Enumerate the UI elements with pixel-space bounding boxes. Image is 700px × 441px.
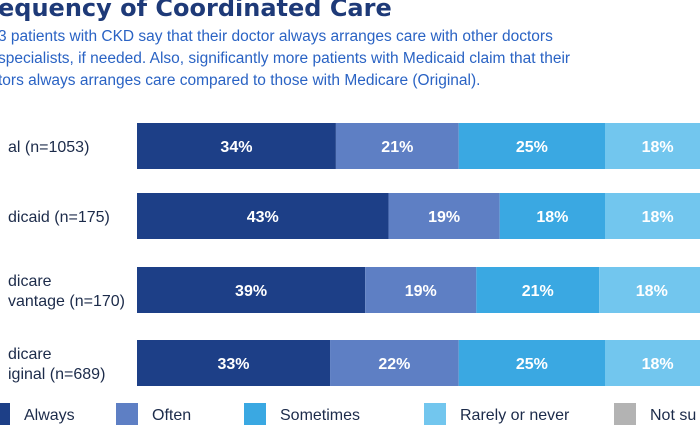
subtitle-line-1: 3 patients with CKD say that their docto… — [0, 28, 553, 45]
data-label: 19% — [405, 283, 437, 300]
category-label-line: dicare — [8, 273, 52, 290]
category-label: al (n=1053) — [8, 139, 89, 156]
legend-swatch — [614, 403, 636, 425]
legend-swatch — [0, 403, 10, 425]
bar-segment — [599, 267, 700, 313]
bar-segment — [137, 267, 366, 313]
chart-title: equency of Coordinated Care — [0, 0, 392, 22]
legend-swatch — [424, 403, 446, 425]
bar-segment — [605, 123, 700, 169]
bar-segment — [137, 193, 389, 239]
category-label: dicare vantage (n=170) — [8, 273, 125, 310]
bar-segment — [499, 193, 605, 239]
legend-label: Sometimes — [280, 407, 360, 424]
category-label-line: al (n=1053) — [8, 139, 89, 156]
data-label: 18% — [636, 283, 668, 300]
legend-label: Always — [24, 407, 75, 424]
data-label: 33% — [218, 356, 250, 373]
bar-segment — [476, 267, 600, 313]
data-label: 18% — [642, 356, 674, 373]
data-label: 39% — [235, 283, 267, 300]
bar-segment — [365, 267, 477, 313]
data-label: 18% — [642, 209, 674, 226]
bar-segment — [458, 340, 605, 386]
data-label: 43% — [247, 209, 279, 226]
legend-label: Not su — [650, 407, 696, 424]
legend-label: Often — [152, 407, 191, 424]
legend-swatch — [116, 403, 138, 425]
data-label: 34% — [220, 139, 252, 156]
data-label: 18% — [536, 209, 568, 226]
category-label: dicaid (n=175) — [8, 209, 110, 226]
legend-swatch — [244, 403, 266, 425]
bar-segment — [330, 340, 459, 386]
subtitle-line-2: specialists, if needed. Also, significan… — [0, 50, 571, 67]
bar-segment — [137, 340, 331, 386]
category-label-line: dicaid (n=175) — [8, 209, 110, 226]
bar-segment — [388, 193, 500, 239]
data-label: 25% — [516, 139, 548, 156]
data-label: 21% — [522, 283, 554, 300]
bar-segment — [335, 123, 459, 169]
bar-segment — [137, 123, 336, 169]
bar-segment — [605, 340, 700, 386]
data-label: 22% — [378, 356, 410, 373]
category-label: dicare iginal (n=689) — [8, 346, 105, 383]
legend-label: Rarely or never — [460, 407, 570, 424]
bar-segment — [458, 123, 605, 169]
data-label: 19% — [428, 209, 460, 226]
data-label: 25% — [516, 356, 548, 373]
category-label-line: dicare — [8, 346, 52, 363]
subtitle-line-3: tors always arranges care compared to th… — [0, 72, 481, 89]
data-label: 18% — [642, 139, 674, 156]
bar-segment — [605, 193, 700, 239]
category-label-line: vantage (n=170) — [8, 293, 125, 310]
category-label-line: iginal (n=689) — [8, 366, 105, 383]
data-label: 21% — [381, 139, 413, 156]
